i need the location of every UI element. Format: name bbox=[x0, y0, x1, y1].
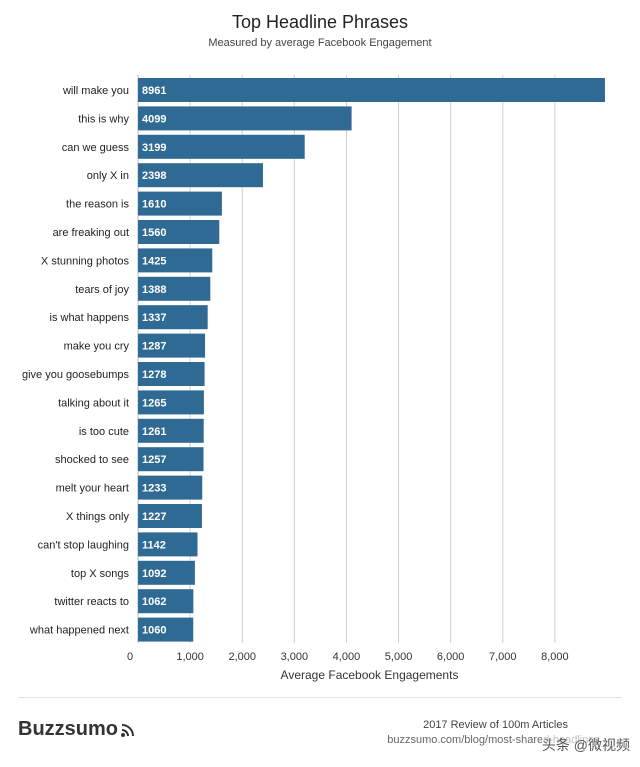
bar bbox=[138, 475, 203, 500]
data-label: 4099 bbox=[142, 113, 166, 125]
category-label: X things only bbox=[66, 511, 129, 523]
source-title: 2017 Review of 100m Articles bbox=[423, 719, 568, 731]
bar bbox=[138, 276, 211, 301]
category-label: talking about it bbox=[58, 397, 129, 409]
data-label: 1388 bbox=[142, 284, 166, 296]
data-label: 1610 bbox=[142, 199, 166, 211]
bar bbox=[138, 191, 222, 216]
bar bbox=[138, 333, 206, 358]
bar bbox=[138, 560, 195, 585]
data-label: 1261 bbox=[142, 426, 166, 438]
data-label: 1062 bbox=[142, 596, 166, 608]
bar bbox=[138, 163, 263, 188]
category-label: make you cry bbox=[64, 341, 130, 353]
wifi-signal-icon bbox=[121, 723, 134, 737]
chart-title: Top Headline Phrases bbox=[231, 12, 409, 32]
category-label: can't stop laughing bbox=[38, 539, 129, 551]
category-label: can we guess bbox=[62, 142, 130, 154]
chart-subtitle: Measured by average Facebook Engagement bbox=[208, 37, 432, 49]
data-label: 1278 bbox=[142, 369, 166, 381]
data-label: 8961 bbox=[142, 85, 166, 97]
category-label: the reason is bbox=[66, 199, 129, 211]
category-label: is too cute bbox=[79, 426, 129, 438]
data-label: 2398 bbox=[142, 170, 166, 182]
data-label: 1257 bbox=[142, 454, 166, 466]
bar bbox=[138, 418, 204, 443]
bar bbox=[138, 134, 305, 159]
bar bbox=[138, 362, 205, 386]
bar bbox=[138, 106, 352, 131]
x-tick-label: 2,000 bbox=[228, 651, 256, 663]
x-tick-label: 4,000 bbox=[333, 651, 361, 663]
bar bbox=[138, 390, 204, 415]
category-label: only X in bbox=[87, 170, 129, 182]
x-tick-label: 6,000 bbox=[437, 651, 465, 663]
brand-logo: Buzzsumo bbox=[18, 718, 136, 741]
bar bbox=[138, 220, 220, 244]
category-label: shocked to see bbox=[55, 454, 129, 466]
data-label: 1560 bbox=[142, 227, 166, 239]
x-tick-label: 3,000 bbox=[281, 651, 309, 663]
bar bbox=[138, 248, 213, 273]
bar-chart: 0 1,000 2,000 3,000 4,000 5,000 6,000 7,000 8,00… bbox=[22, 75, 605, 682]
category-label: this is why bbox=[78, 113, 129, 125]
data-label: 1142 bbox=[142, 539, 166, 551]
category-label: melt your heart bbox=[56, 483, 129, 495]
bar bbox=[138, 532, 198, 557]
category-label: is what happens bbox=[50, 312, 130, 324]
category-label: twitter reacts to bbox=[54, 596, 129, 608]
x-tick-label: 1,000 bbox=[176, 651, 204, 663]
category-label: will make you bbox=[62, 85, 129, 97]
data-label: 3199 bbox=[142, 142, 166, 154]
data-label: 1227 bbox=[142, 511, 166, 523]
data-label: 1337 bbox=[142, 312, 166, 324]
category-label: X stunning photos bbox=[41, 255, 130, 267]
x-tick-label: 7,000 bbox=[489, 651, 517, 663]
bar bbox=[138, 504, 202, 528]
x-tick-label: 8,000 bbox=[541, 651, 569, 663]
category-label: give you goosebumps bbox=[22, 369, 130, 381]
brand-name: Buzzsumo bbox=[18, 718, 118, 740]
bar bbox=[138, 447, 204, 472]
category-label: tears of joy bbox=[75, 284, 129, 296]
data-label: 1287 bbox=[142, 341, 166, 353]
category-label: top X songs bbox=[71, 568, 130, 580]
watermark: 头条 @微视频 bbox=[541, 735, 630, 755]
bar bbox=[138, 78, 605, 102]
data-label: 1265 bbox=[142, 397, 166, 409]
category-label: what happened next bbox=[29, 625, 129, 637]
data-label: 1233 bbox=[142, 483, 166, 495]
x-tick-label: 5,000 bbox=[385, 651, 413, 663]
data-label: 1425 bbox=[142, 255, 166, 267]
x-tick-label: 0 bbox=[127, 651, 133, 663]
data-label: 1060 bbox=[142, 625, 166, 637]
bar bbox=[138, 305, 208, 330]
bar bbox=[138, 617, 194, 642]
bar bbox=[138, 589, 194, 614]
category-label: are freaking out bbox=[53, 227, 129, 239]
data-label: 1092 bbox=[142, 568, 166, 580]
footer-divider bbox=[18, 697, 622, 698]
x-axis-title: Average Facebook Engagements bbox=[281, 668, 459, 682]
